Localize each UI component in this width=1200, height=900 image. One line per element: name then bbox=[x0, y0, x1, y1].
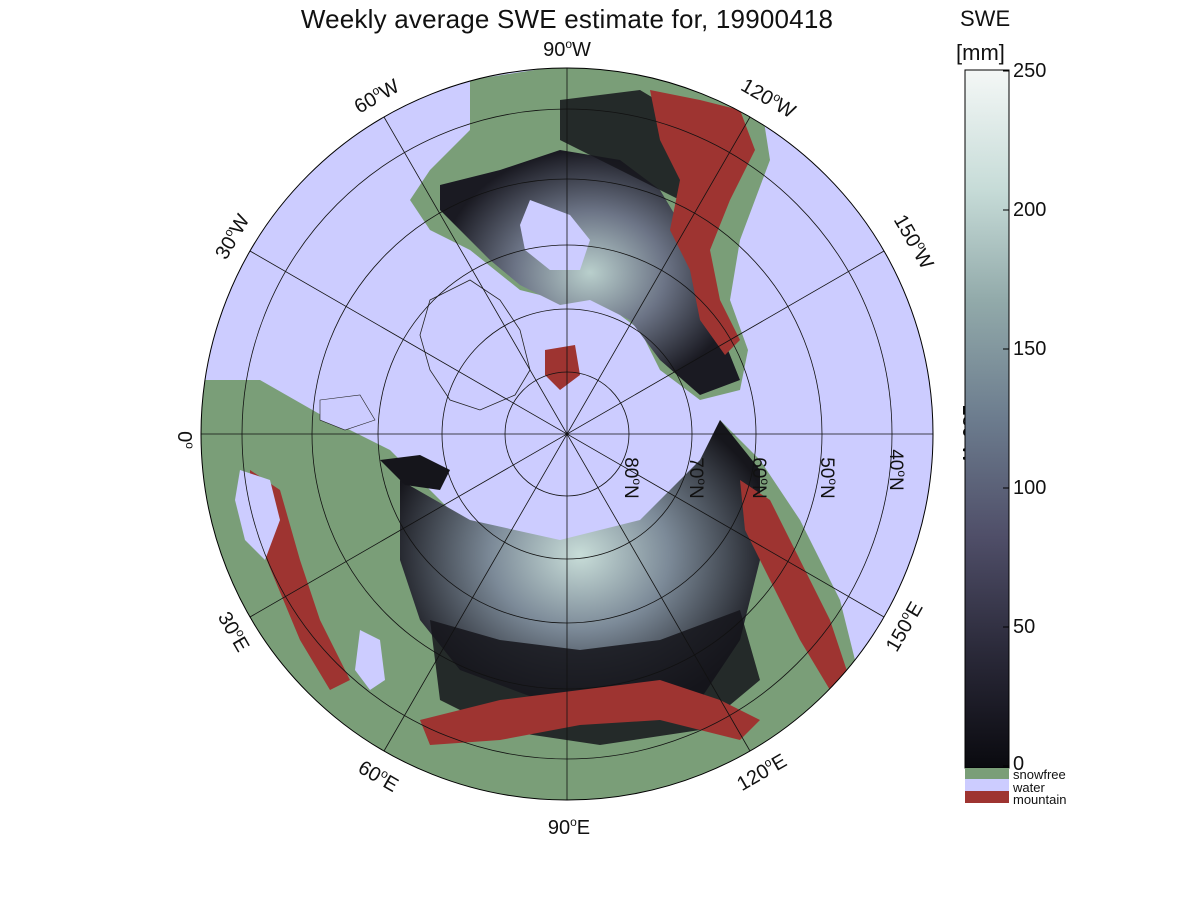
meridian-label-150w: 150oW bbox=[889, 210, 939, 273]
map-title: Weekly average SWE estimate for, 1990041… bbox=[300, 4, 834, 34]
north-america-snow bbox=[440, 150, 740, 395]
rocky-mountains bbox=[650, 90, 755, 355]
legend-label-water: water bbox=[1013, 780, 1045, 795]
colorbar-tick-150: 150 bbox=[1013, 338, 1047, 360]
parallel-labels: 80oN 70oN 60oN 50oN 40oN bbox=[620, 449, 909, 499]
parallel-label-50n: 50oN bbox=[816, 457, 840, 499]
colorbar-title-swe: SWE bbox=[960, 6, 1011, 31]
colorbar-ticks bbox=[1003, 70, 1009, 767]
parallel-label-40n: 40oN bbox=[885, 449, 909, 491]
colorbar-tick-0: 0 bbox=[1013, 753, 1025, 775]
parallel-label-70n: 70oN bbox=[685, 457, 709, 499]
colorbar bbox=[964, 69, 1010, 769]
colorbar-tick-200: 200 bbox=[1013, 199, 1047, 221]
colorbar-tick-50: 50 bbox=[1013, 616, 1036, 638]
legend-swatch-water bbox=[965, 779, 1009, 791]
parallel-label-80n: 80oN bbox=[620, 457, 644, 499]
novaya-zemlya bbox=[380, 455, 450, 490]
globe-outline bbox=[200, 67, 934, 801]
graticule bbox=[201, 68, 933, 800]
colorbar-tick-250: 250 bbox=[1013, 60, 1047, 82]
legend-swatch-snowfree bbox=[965, 768, 1009, 779]
asian-mountains bbox=[420, 680, 760, 745]
meridian-label-90w: 90oW bbox=[543, 37, 591, 61]
land-layer bbox=[201, 68, 860, 800]
hudson-bay bbox=[520, 200, 590, 270]
far-east-mountains bbox=[740, 480, 850, 690]
parallel-label-60n: 60oN bbox=[748, 457, 772, 499]
greenland bbox=[419, 279, 531, 411]
legend-label-snowfree: snowfree bbox=[1013, 767, 1066, 782]
baltic-sea bbox=[235, 470, 280, 560]
caspian-sea bbox=[355, 630, 385, 690]
colorbar-tick-100: 100 bbox=[1013, 477, 1047, 499]
legend-swatch-mountain bbox=[965, 791, 1009, 803]
arctic-archipelago bbox=[319, 394, 376, 431]
svalbard bbox=[545, 345, 580, 390]
colorbar-title-unit: [mm] bbox=[956, 40, 1005, 65]
meridian-label-60e: 60oE bbox=[354, 755, 403, 797]
meridian-label-0: 0o bbox=[173, 431, 197, 449]
legend-label-mountain: mountain bbox=[1013, 792, 1067, 807]
meridian-label-90e: 90oE bbox=[548, 815, 590, 839]
